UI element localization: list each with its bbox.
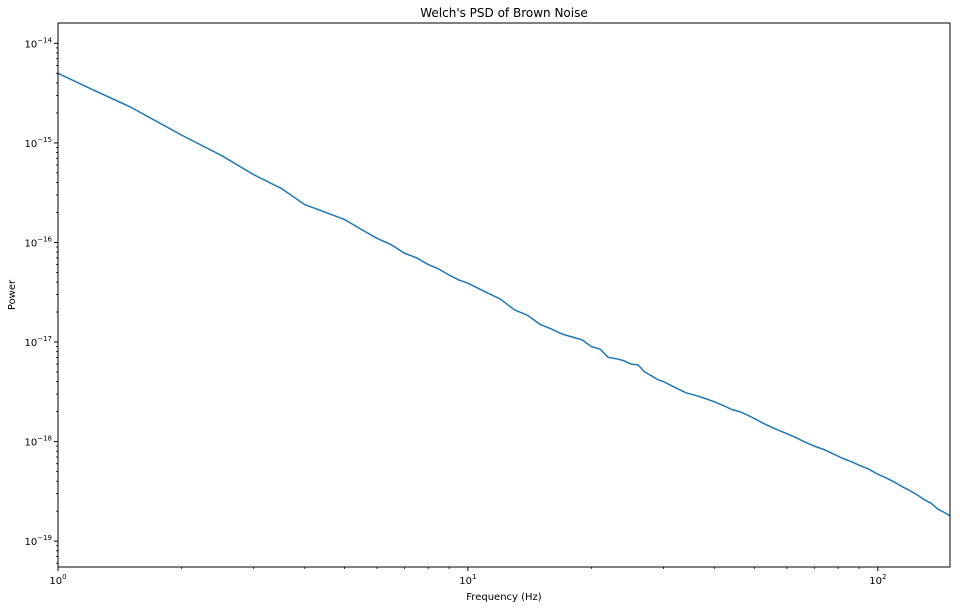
axis-ticks: 100 101 102 10−14 10−15 10−16 10−17 10−18 10−19	[24, 36, 886, 587]
y-tick-label-0: 10−14	[24, 36, 52, 50]
y-tick-label-3: 10−17	[24, 335, 52, 349]
series-line-0	[58, 72, 950, 517]
x-tick-label-2: 102	[869, 573, 886, 587]
x-tick-label-1: 101	[459, 573, 476, 587]
chart-title: Welch's PSD of Brown Noise	[420, 6, 588, 20]
y-tick-label-5: 10−19	[24, 534, 52, 548]
y-tick-label-2: 10−16	[24, 235, 52, 249]
x-tick-label-0: 100	[49, 573, 66, 587]
x-axis-label: Frequency (Hz)	[466, 592, 542, 603]
plot-area	[58, 72, 950, 517]
y-tick-label-4: 10−18	[24, 435, 52, 449]
plot-frame	[57, 22, 951, 568]
y-axis-label: Power	[7, 279, 18, 310]
y-tick-label-1: 10−15	[24, 136, 52, 150]
